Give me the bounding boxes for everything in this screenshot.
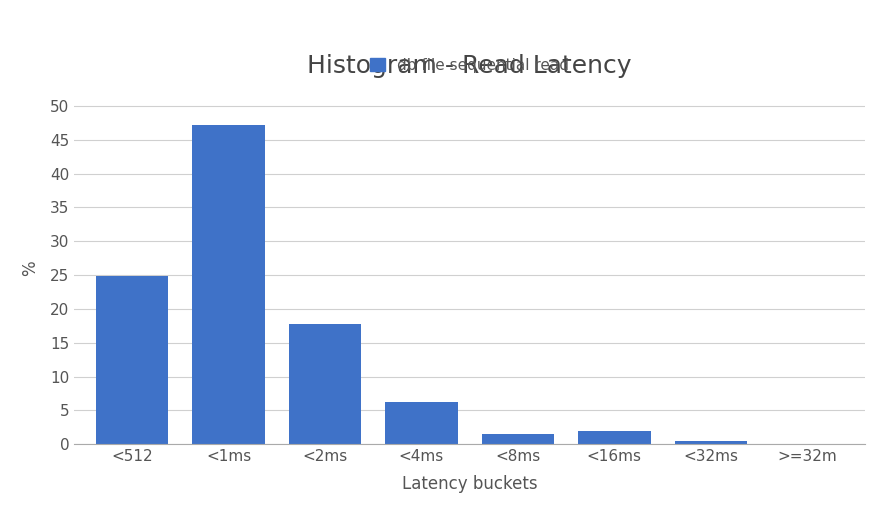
Bar: [579, 431, 650, 444]
Bar: [289, 324, 361, 444]
Bar: [96, 277, 168, 444]
Legend: db file sequential read: db file sequential read: [370, 58, 570, 73]
Y-axis label: %: %: [21, 261, 39, 276]
Bar: [192, 125, 265, 444]
Title: Histogram - Read Latency: Histogram - Read Latency: [307, 54, 632, 78]
Bar: [674, 442, 747, 444]
Bar: [385, 402, 457, 444]
Bar: [482, 434, 554, 444]
X-axis label: Latency buckets: Latency buckets: [402, 475, 538, 493]
